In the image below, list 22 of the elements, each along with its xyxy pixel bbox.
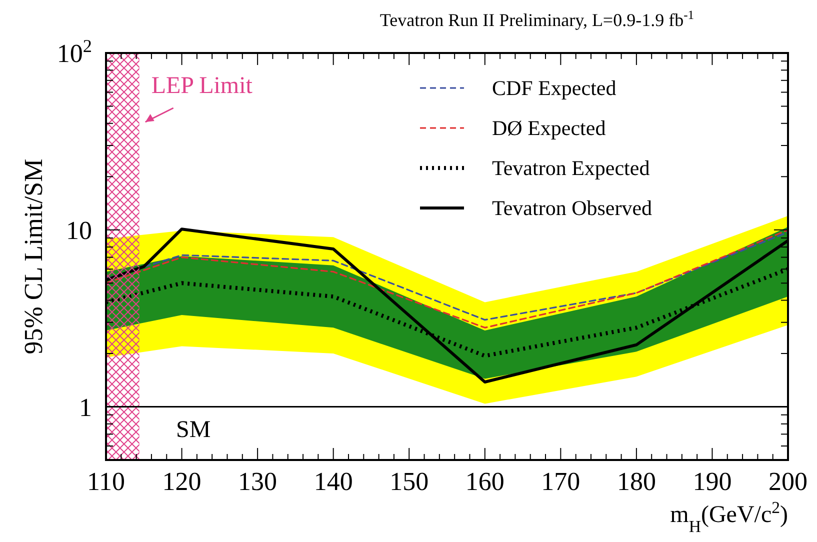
x-tick-label: 200 xyxy=(768,467,808,496)
legend-label: CDF Expected xyxy=(492,76,617,100)
x-tick-label: 140 xyxy=(314,467,353,496)
x-tick-label: 110 xyxy=(86,467,126,496)
y-tick-label: 1 xyxy=(79,392,92,422)
band-label: LEP Limit xyxy=(151,73,253,99)
x-tick-label: 180 xyxy=(616,467,656,496)
y-tick-label: 10 xyxy=(66,216,92,245)
x-tick-label: 150 xyxy=(390,467,429,496)
legend-label: Tevatron Expected xyxy=(492,156,650,180)
x-tick-label: 170 xyxy=(541,467,580,496)
x-axis-title: m$_{H}$(GeV/c$^{2}$) xyxy=(670,498,788,536)
x-tick-label: 120 xyxy=(162,467,202,496)
chart-title: Tevatron Run II Preliminary, L=0.9-1.9 fb$^{-1}$ xyxy=(380,8,694,30)
legend-label: DØ Expected xyxy=(492,116,606,140)
legend-label: Tevatron Observed xyxy=(492,196,653,220)
x-tick-label: 160 xyxy=(465,467,504,496)
x-tick-label: 130 xyxy=(238,467,278,496)
y-axis-title: 95% CL Limit/SM xyxy=(19,158,48,354)
x-tick-label: 190 xyxy=(692,467,732,496)
ref-line-label: SM xyxy=(176,416,211,443)
y-tick-label: 10$^{2}$ xyxy=(56,36,92,68)
